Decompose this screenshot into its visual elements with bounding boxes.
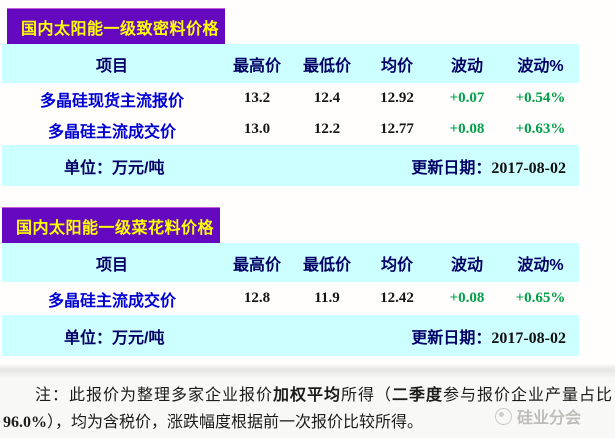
section-divider	[0, 363, 615, 378]
watermark: 硅业分会	[494, 404, 581, 428]
unit-label: 单位：万元/吨	[64, 159, 165, 177]
price-table-cauliflower-material: 国内太阳能一级菜花料价格 项目 最高价 最低价 均价 波动 波动% 多晶硅主流成…	[2, 207, 579, 356]
footnote-text: 所得（	[340, 387, 392, 404]
col-header-item: 项目	[95, 256, 128, 274]
update-date: 更新日期：2017-08-02	[411, 324, 579, 348]
cell-change-pct: +0.63%	[515, 121, 566, 137]
footnote-bold-weighted-average: 加权平均	[272, 387, 341, 404]
table-header-row: 项目 最高价 最低价 均价 波动 波动%	[2, 243, 579, 282]
cell-avg: 12.42	[380, 290, 414, 306]
table-row-spot-quote: 多晶硅现货主流报价 13.2 12.4 12.92 +0.07 +0.54%	[2, 83, 579, 114]
update-date-label: 更新日期：	[411, 159, 492, 177]
table-header-row: 项目 最高价 最低价 均价 波动 波动%	[2, 44, 579, 83]
cell-low: 11.9	[314, 290, 340, 306]
table-row-deal-price: 多晶硅主流成交价 12.8 11.9 12.42 +0.08 +0.65%	[2, 282, 579, 315]
row-label: 多晶硅主流成交价	[47, 123, 176, 141]
footnote: 注：此报价为整理多家企业报价加权平均所得（二季度参与报价企业产量占比 96.0%）…	[3, 382, 612, 436]
cell-change: +0.08	[449, 290, 485, 306]
col-header-avg: 均价	[380, 57, 413, 75]
cell-low: 12.2	[313, 121, 341, 137]
col-header-high: 最高价	[232, 57, 281, 75]
col-header-item: 项目	[95, 57, 128, 75]
cell-high: 13.2	[243, 90, 271, 106]
cell-change: +0.08	[449, 121, 485, 137]
cell-high: 12.8	[243, 290, 271, 306]
silicon-association-logo-icon	[494, 407, 512, 425]
table-footer-row: 单位：万元/吨 更新日期：2017-08-02	[2, 145, 579, 186]
col-header-avg: 均价	[380, 256, 413, 274]
col-header-low: 最低价	[302, 57, 351, 75]
row-label: 多晶硅主流成交价	[47, 292, 176, 310]
table-title-cauliflower: 国内太阳能一级菜花料价格	[2, 207, 220, 243]
col-header-change-pct: 波动%	[517, 57, 564, 75]
price-table-dense-material: 国内太阳能一级致密料价格 项目 最高价 最低价 均价 波动 波动% 多晶硅现货主…	[2, 8, 579, 186]
col-header-low: 最低价	[302, 256, 351, 274]
footnote-bold-quarter: 二季度	[391, 387, 443, 404]
col-header-high: 最高价	[232, 256, 281, 274]
cell-change-pct: +0.65%	[515, 290, 566, 306]
update-date-value: 2017-08-02	[491, 159, 566, 177]
update-date-value: 2017-08-02	[491, 329, 566, 347]
cell-avg: 12.77	[380, 121, 414, 137]
cell-low: 12.4	[313, 90, 341, 106]
col-header-change: 波动	[450, 256, 483, 274]
footnote-text: 参与报价企业产量占比	[442, 387, 612, 404]
footnote-text: 注：此报价为整理多家企业报价	[35, 387, 273, 404]
col-header-change: 波动	[450, 57, 483, 75]
update-date: 更新日期：2017-08-02	[411, 154, 579, 178]
cell-change: +0.07	[449, 90, 485, 106]
cell-avg: 12.92	[380, 90, 414, 106]
cell-high: 13.0	[243, 121, 271, 137]
update-date-label: 更新日期：	[411, 329, 492, 347]
watermark-label: 硅业分会	[516, 410, 581, 427]
footnote-bold-percentage: 96.0%	[3, 414, 47, 431]
table-row-deal-price: 多晶硅主流成交价 13.0 12.2 12.77 +0.08 +0.63%	[2, 114, 579, 145]
footer-area	[0, 378, 615, 438]
table-footer-row: 单位：万元/吨 更新日期：2017-08-02	[2, 315, 579, 356]
unit-label: 单位：万元/吨	[64, 329, 165, 347]
col-header-change-pct: 波动%	[517, 256, 564, 274]
footnote-text: ），均为含税价，涨跌幅度根据前一次报价比较所得。	[47, 414, 424, 431]
cell-change-pct: +0.54%	[515, 90, 566, 106]
table-title-dense: 国内太阳能一级致密料价格	[7, 8, 225, 44]
row-label: 多晶硅现货主流报价	[39, 92, 184, 110]
